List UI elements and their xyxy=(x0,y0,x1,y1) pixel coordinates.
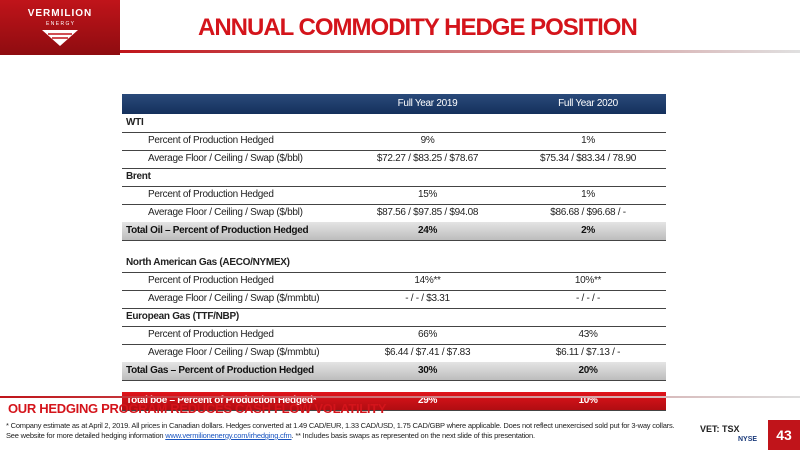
row-value: 1% xyxy=(581,189,595,200)
row-line xyxy=(122,308,666,309)
row-line xyxy=(122,204,666,205)
row-line xyxy=(122,344,666,345)
row-value: $75.34 / $83.34 / 78.90 xyxy=(540,153,636,164)
row-label: Percent of Production Hedged xyxy=(148,135,274,146)
row-line xyxy=(122,326,666,327)
row-value: 43% xyxy=(578,329,598,340)
row-value: $86.68 / $96.68 / - xyxy=(550,207,626,218)
total-row-value: 30% xyxy=(417,365,438,376)
row-line xyxy=(122,150,666,151)
row-value: - / - / - xyxy=(576,293,600,304)
row-label: Average Floor / Ceiling / Swap ($/bbl) xyxy=(148,207,303,218)
subtitle: OUR HEDGING PROGRAM REDUCES CASH FLOW VO… xyxy=(8,401,387,416)
column-header: Full Year 2020 xyxy=(558,98,618,109)
link[interactable]: www.vermilionenergy.com/irhedging.cfm xyxy=(165,431,292,440)
row-label: Average Floor / Ceiling / Swap ($/bbl) xyxy=(148,153,303,164)
row-line xyxy=(122,410,666,411)
row-value: 10%** xyxy=(574,275,602,286)
page-number: 43 xyxy=(768,420,800,450)
group-label: WTI xyxy=(126,117,144,128)
header-line xyxy=(120,50,800,53)
logo-sub: E N E R G Y xyxy=(46,21,74,27)
ticker: VET: TSX xyxy=(700,424,740,434)
row-label: Percent of Production Hedged xyxy=(148,189,274,200)
title: ANNUAL COMMODITY HEDGE POSITION xyxy=(198,14,638,41)
footer-line xyxy=(0,396,800,398)
grand-total-row-value: 29% xyxy=(417,395,438,406)
total-row-bg xyxy=(122,222,666,240)
row-value: 9% xyxy=(420,135,435,146)
row-value: $72.27 / $83.25 / $78.67 xyxy=(376,153,479,164)
row-value: $87.56 / $97.85 / $94.08 xyxy=(376,207,479,218)
group-label: Brent xyxy=(126,171,151,182)
footnote: * Company estimate as at April 2, 2019. … xyxy=(6,421,686,441)
row-value: 15% xyxy=(417,189,438,200)
total-row-label: Total Oil – Percent of Production Hedged xyxy=(126,225,309,236)
exchange: NYSE xyxy=(738,436,758,443)
row-line xyxy=(122,186,666,187)
logo-name: VERMILION xyxy=(27,8,93,19)
group-label: North American Gas (AECO/NYMEX) xyxy=(126,257,290,268)
row-value: - / - / $3.31 xyxy=(405,293,450,304)
row-label: Average Floor / Ceiling / Swap ($/mmbtu) xyxy=(148,347,320,358)
note-end: . ** Includes basis swaps as represented… xyxy=(291,431,536,440)
row-line xyxy=(122,380,666,381)
note: * Company estimate as at April 2, 2019. … xyxy=(6,421,675,440)
row-label: Percent of Production Hedged xyxy=(148,275,274,286)
hedge-table: Full Year 2019 Full Year 2020 WTI Percent o… xyxy=(122,94,666,411)
total-row-value: 2% xyxy=(581,225,595,236)
logo-mark xyxy=(42,30,78,46)
row-label: Average Floor / Ceiling / Swap ($/mmbtu) xyxy=(148,293,320,304)
row-line xyxy=(122,290,666,291)
row-line xyxy=(122,272,666,273)
grand-total-row-label: Total boe – Percent of Production Hedged… xyxy=(126,395,317,406)
total-row-bg xyxy=(122,362,666,380)
total-row-value: 20% xyxy=(578,365,598,376)
column-header: Full Year 2019 xyxy=(397,98,458,109)
row-line xyxy=(122,168,666,169)
total-row-value: 24% xyxy=(417,225,438,236)
row-value: 14%** xyxy=(414,275,441,286)
header-row xyxy=(122,94,666,114)
row-label: Percent of Production Hedged xyxy=(148,329,274,340)
row-line xyxy=(122,132,666,133)
row-value: $6.11 / $7.13 / - xyxy=(555,347,621,358)
total-row-label: Total Gas – Percent of Production Hedged xyxy=(126,365,314,376)
row-value: 1% xyxy=(581,135,595,146)
row-line xyxy=(122,240,666,241)
row-value: $6.44 / $7.41 / $7.83 xyxy=(384,347,471,358)
grand-total-row-value: 10% xyxy=(578,395,598,406)
group-label: European Gas (TTF/NBP) xyxy=(126,311,239,322)
row-value: 66% xyxy=(417,329,438,340)
